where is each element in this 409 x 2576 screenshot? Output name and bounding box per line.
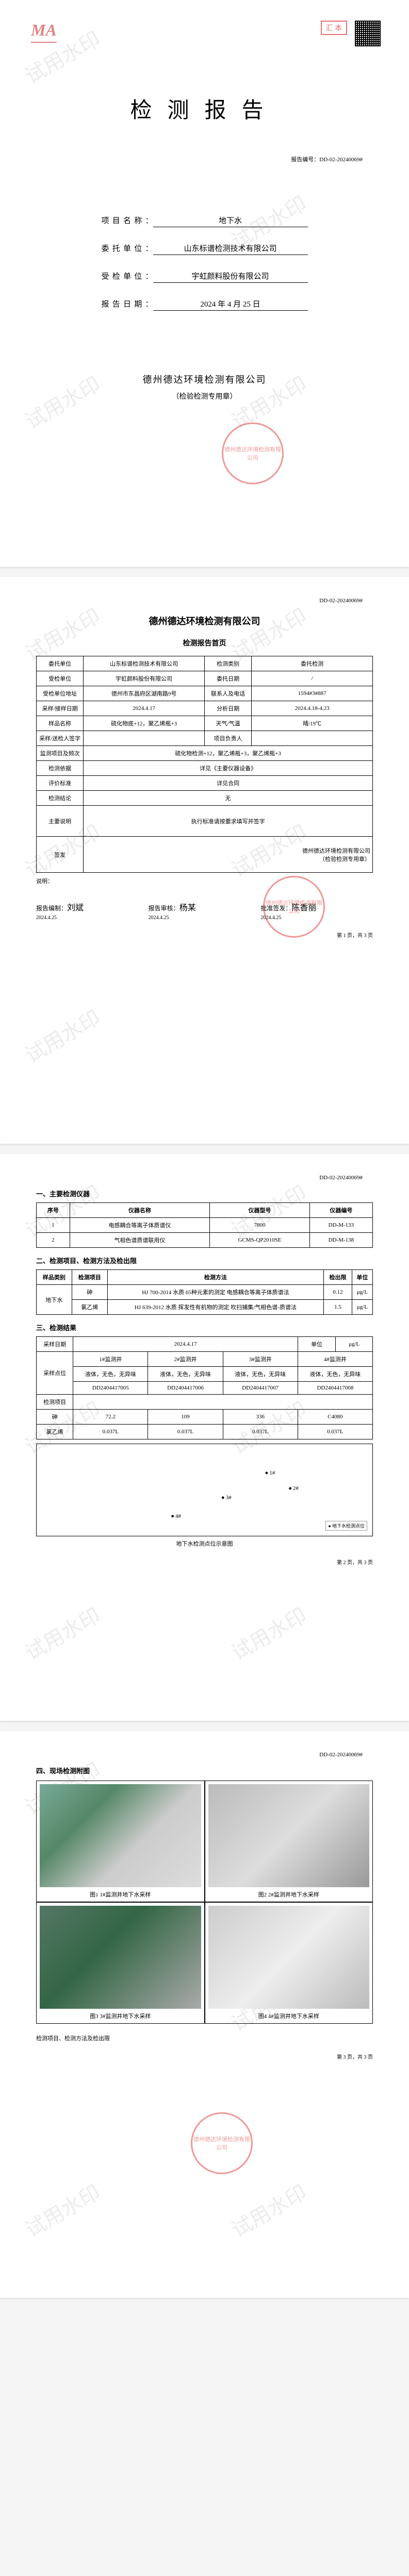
- table-row: 序号仪器名称仪器型号仪器编号: [37, 1203, 373, 1218]
- table-row: 评价标准详见合同: [37, 776, 373, 791]
- photo-2: [208, 1784, 370, 1887]
- page-cover: 试用水印 试用水印 试用水印 试用水印 MA 汇 本 检测报告 报告编号：DD-…: [0, 0, 409, 567]
- value-inspected: 宇虹颜料股份有限公司: [153, 270, 308, 283]
- report-main-title: 检测报告: [36, 93, 373, 124]
- photo-grid: 图1 1#监测井地下水采样 图2 2#监测井地下水采样 图3 3#监测井地下水采…: [36, 1781, 373, 2024]
- table-row: 采样日期2024.4.17单位μg/L: [37, 1337, 373, 1352]
- method-table: 样品类别检测项目检测方法检出限单位 地下水砷HJ 700-2014 水质 65种…: [36, 1269, 373, 1315]
- watermark: 试用水印: [19, 2176, 105, 2243]
- map-point-1: 1#: [265, 1470, 275, 1476]
- table-row: 2气相色谱质谱联用仪GCMS-QP2010SEDD-M-138: [37, 1233, 373, 1248]
- value-project: 地下水: [153, 215, 308, 227]
- section-photos: 四、现场检测附图: [36, 1766, 373, 1775]
- remark-label: 说明：: [36, 877, 373, 885]
- red-seal: 德州德达环境检测有限公司: [191, 2112, 253, 2174]
- table-row: 砷72.2109336C4080: [37, 1410, 373, 1425]
- table-row: 委托单位山东标谱检测技术有限公司检测类别委托检测: [37, 656, 373, 671]
- info-row: 项目名称：地下水: [102, 215, 308, 227]
- methods-note: 检测项目、检测方法及检出限: [36, 2034, 373, 2042]
- map-point-4: 4#: [171, 1513, 181, 1519]
- report-number: DD-02-20240069#: [36, 1752, 363, 1758]
- photo-caption-4: 图4 4#监测井地下水采样: [208, 2012, 370, 2020]
- value-client: 山东标谱检测技术有限公司: [153, 243, 308, 255]
- map-legend: ● 地下水检测点位: [325, 1521, 367, 1531]
- section-results: 三、检测结果: [36, 1323, 373, 1332]
- info-row: 受检单位：宇虹颜料股份有限公司: [102, 270, 308, 283]
- qr-code: [355, 21, 381, 46]
- watermark: 试用水印: [19, 1002, 105, 1069]
- page-footer: 第 3 页，共 3 页: [36, 2053, 373, 2060]
- table-row: 主要说明执行标准请按要求填写并签字: [37, 806, 373, 837]
- photo-cell: 图4 4#监测井地下水采样: [205, 1902, 373, 2024]
- table-row: 受检单位地址德州市东昌府区湖南路9号联系人及电话1594#3#887: [37, 686, 373, 701]
- company-name: 德州德达环境检测有限公司: [36, 372, 373, 386]
- photo-cell: 图1 1#监测井地下水采样: [36, 1781, 205, 1902]
- report-number: 报告编号：DD-02-20240069#: [36, 155, 363, 163]
- page-photos: 试用水印 试用水印 试用水印 试用水印 DD-02-20240069# 四、现场…: [0, 1731, 409, 2298]
- label-inspected: 受检单位：: [102, 270, 153, 283]
- table-row: 液体，无色，无异味液体，无色，无异味液体，无色，无异味液体，无色，无异味: [37, 1367, 373, 1382]
- table-row: 样品名称硫化物底+12，聚乙烯瓶+3天气/气温晴/19℃: [37, 716, 373, 731]
- photo-caption-1: 图1 1#监测井地下水采样: [40, 1890, 201, 1899]
- map-point-2: 2#: [288, 1485, 299, 1492]
- photo-cell: 图3 3#监测井地下水采样: [36, 1902, 205, 2024]
- table-row: 检测结论无: [37, 791, 373, 806]
- photo-1: [40, 1784, 201, 1887]
- info-row: 报告日期：2024 年 4 月 25 日: [102, 298, 308, 311]
- sign-approve: 批准签发：陈香丽2024.4.25: [260, 901, 373, 921]
- section-methods: 二、检测项目、检测方法及检出限: [36, 1256, 373, 1265]
- page-results: 试用水印 试用水印 试用水印 试用水印 试用水印 试用水印 DD-02-2024…: [0, 1154, 409, 1721]
- fuben-stamp: 汇 本: [321, 21, 348, 35]
- page2-title: 德州德达环境检测有限公司: [36, 614, 373, 628]
- photo-cell: 图2 2#监测井地下水采样: [205, 1781, 373, 1902]
- section-instruments: 一、主要检测仪器: [36, 1189, 373, 1198]
- table-row: 签发德州德达环境检测有限公司（检验检测专用章）: [37, 837, 373, 873]
- table-row: 采样/接样日期2024.4.17分析日期2024.4.18-4.23: [37, 701, 373, 716]
- point-map: 1# 2# 3# 4# ● 地下水检测点位: [36, 1444, 373, 1536]
- table-row: DD2404417005DD2404417006DD2404417007DD24…: [37, 1382, 373, 1395]
- label-date: 报告日期：: [102, 298, 153, 311]
- report-number: DD-02-20240069#: [36, 598, 363, 604]
- photo-caption-3: 图3 3#监测井地下水采样: [40, 2012, 201, 2020]
- company-sub: （检验检测专用章）: [36, 391, 373, 401]
- photo-4: [208, 1906, 370, 2009]
- table-row: 受检单位宇虹颜料股份有限公司委托日期/: [37, 671, 373, 686]
- table-row: 氯乙烯0.037L0.037L0.037L0.037L: [37, 1425, 373, 1439]
- map-caption: 地下水检测点位示意图: [36, 1539, 373, 1548]
- ma-logo: MA: [31, 21, 57, 43]
- table-row: 样品类别检测项目检测方法检出限单位: [37, 1270, 373, 1285]
- signature-row: 报告编制：刘斌2024.4.25 报告审核：杨某2024.4.25 批准签发：陈…: [36, 901, 373, 921]
- label-client: 委托单位：: [102, 243, 153, 255]
- photo-3: [40, 1906, 201, 2009]
- instrument-table: 序号仪器名称仪器型号仪器编号 1电感耦合等离子体质谱仪7800DD-M-133 …: [36, 1202, 373, 1248]
- watermark: 试用水印: [19, 1599, 105, 1666]
- report-number: DD-02-20240069#: [36, 1175, 363, 1181]
- sign-compile: 报告编制：刘斌2024.4.25: [36, 901, 149, 921]
- page-footer: 第 2 页，共 3 页: [36, 1558, 373, 1566]
- table-row: 地下水砷HJ 700-2014 水质 65种元素的测定 电感耦合等离子体质谱法0…: [37, 1285, 373, 1300]
- page-summary: 试用水印 试用水印 试用水印 试用水印 试用水印 DD-02-20240069#…: [0, 577, 409, 1144]
- cover-info-block: 项目名称：地下水 委托单位：山东标谱检测技术有限公司 受检单位：宇虹颜料股份有限…: [102, 215, 308, 311]
- table-row: 检测项目: [37, 1395, 373, 1410]
- label-project: 项目名称：: [102, 215, 153, 227]
- map-point-3: 3#: [221, 1495, 232, 1501]
- photo-caption-2: 图2 2#监测井地下水采样: [208, 1890, 370, 1899]
- watermark: 试用水印: [225, 1599, 312, 1666]
- red-seal: 德州德达环境检测有限公司: [222, 422, 284, 484]
- result-table: 采样日期2024.4.17单位μg/L 采样点位1#监测井2#监测井3#监测井4…: [36, 1336, 373, 1439]
- table-row: 1电感耦合等离子体质谱仪7800DD-M-133: [37, 1218, 373, 1233]
- value-date: 2024 年 4 月 25 日: [153, 298, 308, 311]
- watermark: 试用水印: [225, 2176, 312, 2243]
- table-row: 监测项目及频次硫化物检测+12，聚乙烯瓶+3，聚乙烯瓶+3: [37, 746, 373, 761]
- table-row: 氯乙烯HJ 639-2012 水质 挥发性有机物的测定 吹扫捕集/气相色谱-质谱…: [37, 1300, 373, 1315]
- table-row: 检测依据详见《主要仪器设备》: [37, 761, 373, 776]
- page-footer: 第 1 页，共 3 页: [36, 931, 373, 939]
- table-row: 采样点位1#监测井2#监测井3#监测井4#监测井: [37, 1352, 373, 1367]
- table-row: 采样/送检人签字项目负责人: [37, 731, 373, 746]
- summary-table: 委托单位山东标谱检测技术有限公司检测类别委托检测 受检单位宇虹颜料股份有限公司委…: [36, 656, 373, 873]
- sign-review: 报告审核：杨某2024.4.25: [149, 901, 261, 921]
- page2-subtitle: 检测报告首页: [36, 638, 373, 648]
- info-row: 委托单位：山东标谱检测技术有限公司: [102, 243, 308, 255]
